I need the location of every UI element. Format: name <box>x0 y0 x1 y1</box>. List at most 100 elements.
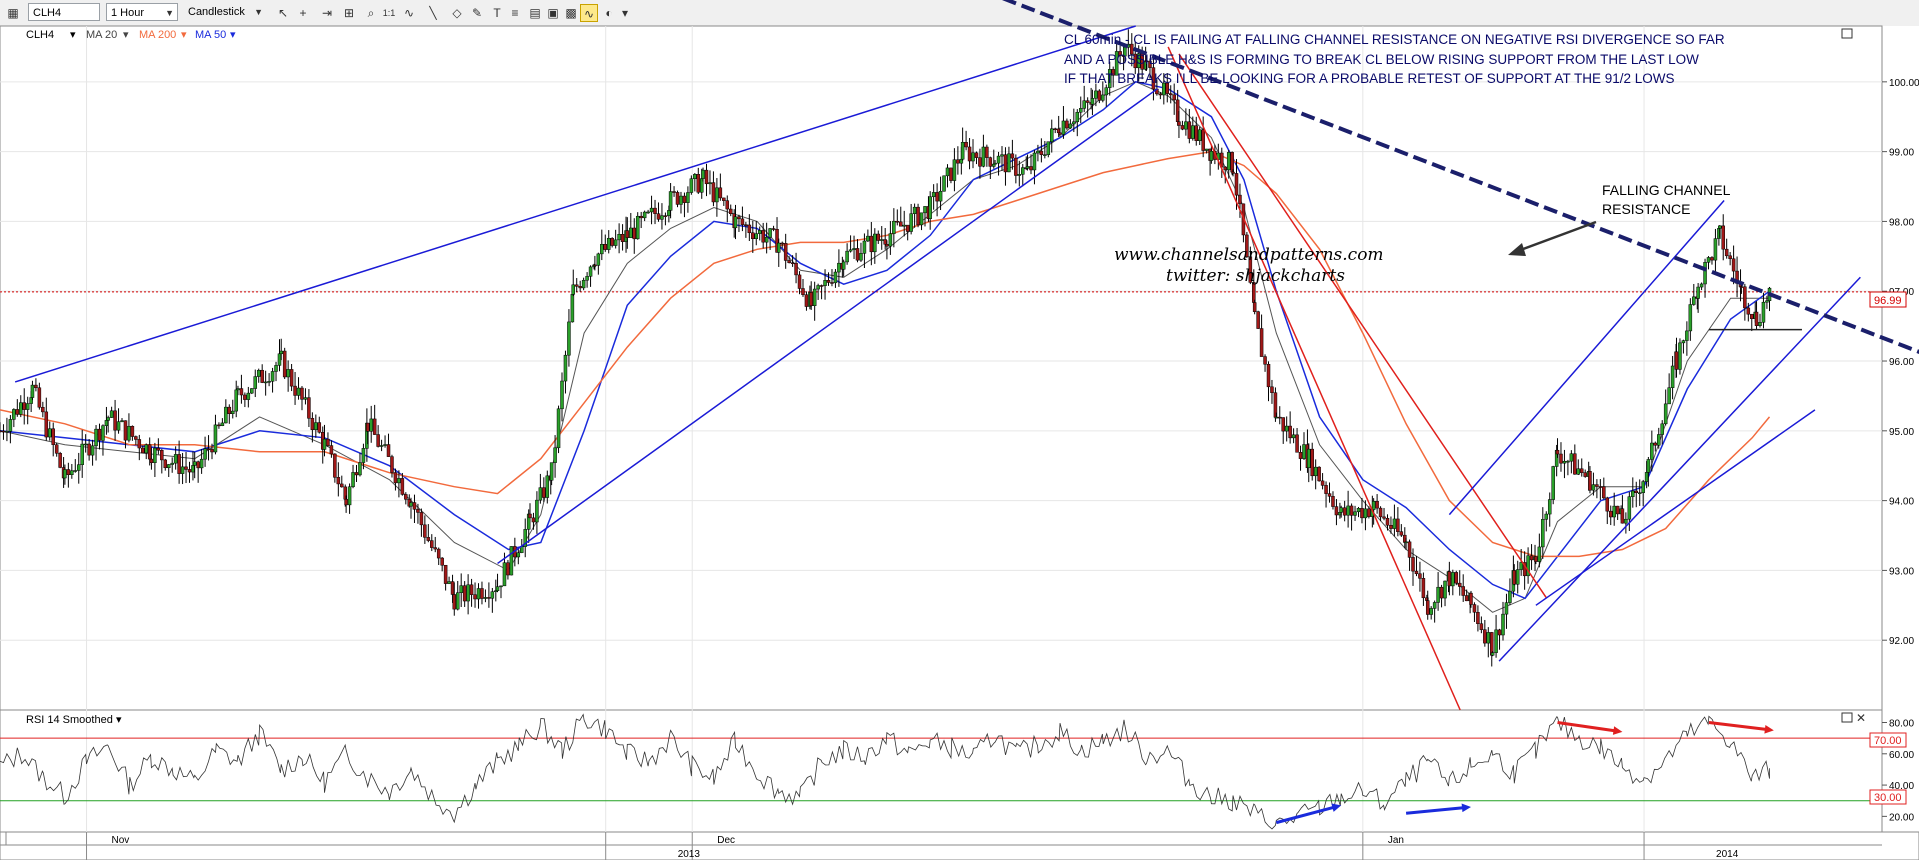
candle-body <box>1058 132 1062 135</box>
candle-body <box>1479 623 1484 630</box>
chart-legend: CLH4 ▾ MA 20 ▾ MA 200 ▾ MA 50 ▾ <box>26 29 236 41</box>
panel-maximize-icon[interactable] <box>1841 28 1853 39</box>
eraser-icon[interactable]: ◇ <box>452 6 462 20</box>
maximize-icon[interactable] <box>1841 712 1853 723</box>
candle-body <box>344 498 348 506</box>
candle-body <box>809 292 813 306</box>
candle-body <box>823 280 827 286</box>
candle-body <box>1226 152 1231 171</box>
candle-body <box>203 448 207 460</box>
candle-body <box>574 284 579 287</box>
candle-body <box>379 445 384 447</box>
candle-body <box>1713 238 1718 261</box>
draw-icon[interactable]: ∿ <box>403 6 415 20</box>
text-icon[interactable]: T <box>493 6 501 20</box>
candle-body <box>509 546 514 576</box>
candle-body <box>1472 604 1477 613</box>
annotation-line-3: IF THAT BREAKS I'LL BE LOOKING FOR A PRO… <box>1064 71 1675 86</box>
divergence-arrowhead <box>1612 726 1623 735</box>
pencil-icon[interactable]: ✎ <box>471 6 483 20</box>
candle-body <box>1646 459 1651 473</box>
candle-body <box>1133 53 1138 69</box>
legend-ma50[interactable]: MA 50 <box>195 29 226 41</box>
candle-body <box>848 249 853 252</box>
time-axis <box>0 831 1919 860</box>
candle-body <box>1497 629 1502 636</box>
move-icon[interactable]: ⇥ <box>321 6 333 20</box>
candle-body <box>797 274 802 289</box>
compare-icon[interactable]: ▣ <box>547 6 559 20</box>
candle-body <box>30 384 35 398</box>
candle-body <box>1201 129 1205 151</box>
candle-body <box>1342 507 1347 516</box>
candle-body <box>1750 313 1754 319</box>
interval-select[interactable]: 1 Hour ▼ <box>106 3 178 21</box>
candle-body <box>1432 602 1437 609</box>
candle-body <box>560 380 564 410</box>
candle-body <box>1130 43 1134 55</box>
candle-body <box>905 224 910 232</box>
candle-body <box>1392 518 1397 529</box>
rsi-title[interactable]: RSI 14 Smoothed <box>26 714 113 726</box>
candle-body <box>1634 490 1639 494</box>
candle-body <box>97 428 102 441</box>
legend-symbol[interactable]: CLH4 <box>26 29 54 41</box>
trendline <box>1178 53 1548 599</box>
candle-body <box>120 420 124 422</box>
candle-body <box>447 581 451 584</box>
candle-body <box>369 418 373 432</box>
candle-body <box>1534 556 1538 562</box>
candle-body <box>751 232 755 240</box>
candle-body <box>34 384 38 389</box>
candle-body <box>231 410 235 415</box>
grid-icon[interactable]: ⊞ <box>343 6 355 20</box>
candle-body <box>450 581 455 595</box>
candle-body <box>1281 417 1285 432</box>
candle-body <box>1461 586 1465 596</box>
candle-body <box>1464 595 1469 602</box>
candle-body <box>1382 516 1386 519</box>
rsi-title-arrow: ▾ <box>116 714 122 726</box>
legend-ma200-arrow: ▾ <box>181 29 187 41</box>
rsi-panel <box>0 709 1883 833</box>
candle-body <box>1681 340 1686 344</box>
legend-ma20[interactable]: MA 20 <box>86 29 117 41</box>
candle-body <box>1559 453 1563 464</box>
bars-icon[interactable]: ≡ <box>511 6 519 20</box>
more-icon[interactable]: ▾ <box>621 6 629 20</box>
candle-body <box>545 475 550 498</box>
candle-body <box>329 445 334 455</box>
chart-style-select[interactable]: Candlestick ▼ <box>184 3 266 21</box>
candle-body <box>433 547 437 550</box>
zoom-icon[interactable]: ⌕ <box>367 6 375 20</box>
palette-icon[interactable]: ▩ <box>565 6 577 20</box>
candle-body <box>1739 286 1744 288</box>
candle-body <box>196 461 200 469</box>
legend-ma20-arrow: ▾ <box>123 29 129 41</box>
candle-body <box>567 321 571 356</box>
candle-body <box>1602 486 1606 499</box>
candle-body <box>1375 501 1379 509</box>
close-icon[interactable]: ✕ <box>1856 711 1866 725</box>
candle-body <box>869 235 874 253</box>
one-to-one-icon[interactable]: 1:1 <box>382 8 396 18</box>
falling-channel-resistance <box>1001 0 1919 354</box>
candle-body <box>1180 125 1185 130</box>
symbol-input[interactable]: CLH4 <box>28 3 100 21</box>
indicator-icon[interactable]: ∿ <box>580 4 598 22</box>
line-icon[interactable]: ╲ <box>429 6 437 20</box>
candle-body <box>625 230 630 238</box>
crosshair-icon[interactable]: + <box>299 6 307 20</box>
layers-icon[interactable]: ▤ <box>529 6 541 20</box>
candle-body <box>1447 571 1452 587</box>
chart-type-icon[interactable]: ▦ <box>7 6 19 20</box>
candle-body <box>1270 386 1274 393</box>
cursor-icon[interactable]: ↖ <box>277 6 289 20</box>
candle-body <box>1061 120 1066 135</box>
magnet-icon[interactable]: ◐ <box>605 6 613 20</box>
candle-body <box>790 262 795 264</box>
candle-body <box>1696 286 1700 299</box>
candle-body <box>0 430 2 433</box>
candle-body <box>563 354 568 382</box>
legend-ma200[interactable]: MA 200 <box>139 29 176 41</box>
